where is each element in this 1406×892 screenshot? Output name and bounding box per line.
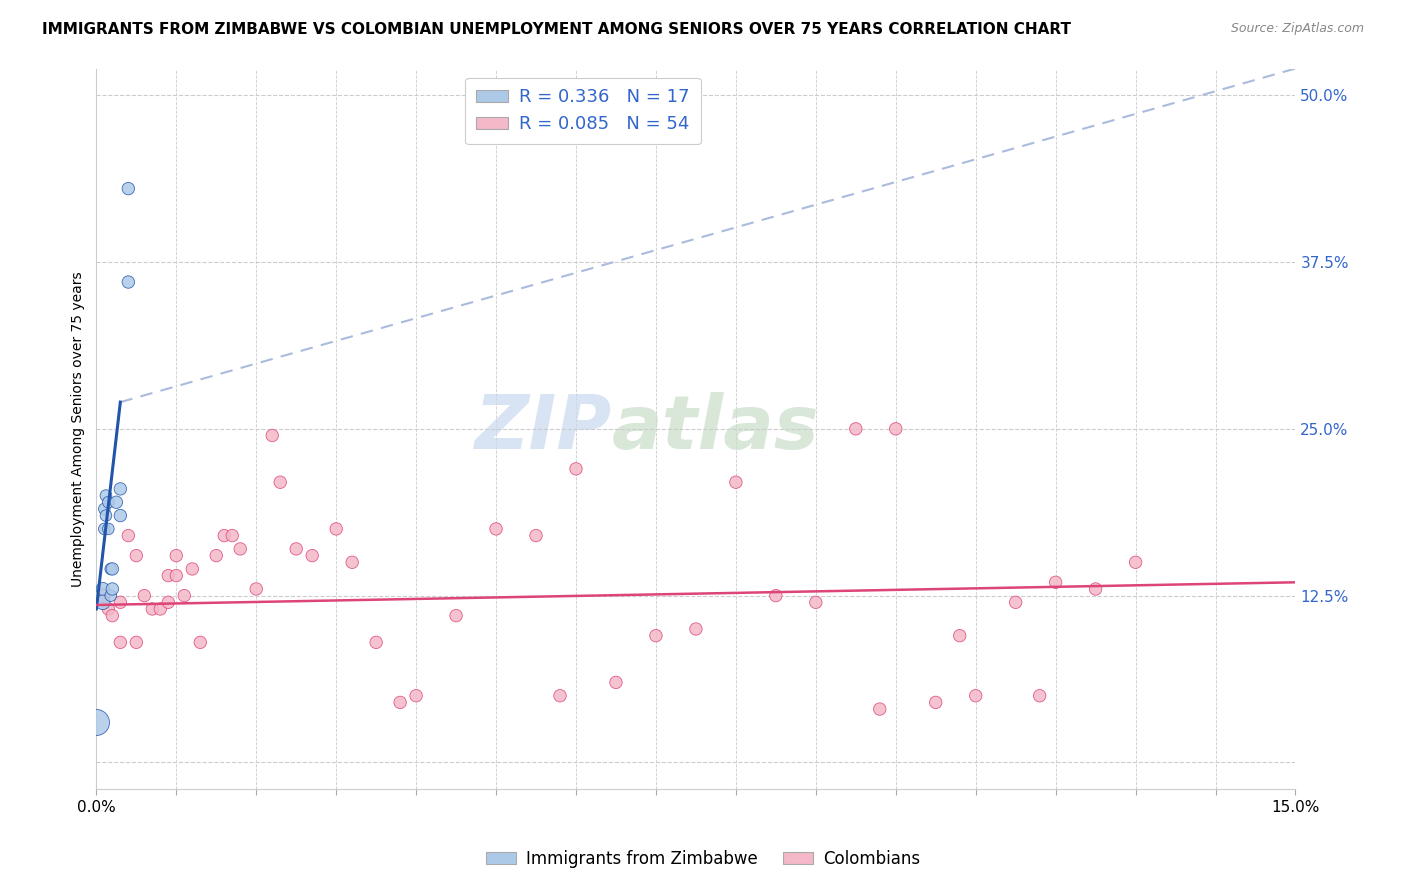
Point (105, 495, 128, 509)
Point (212, 528, 235, 542)
Point (366, 635, 388, 649)
Point (804, 595, 827, 609)
Point (100, 562, 122, 576)
Point (101, 608, 124, 623)
Point (110, 635, 132, 649)
Y-axis label: Unemployment Among Seniors over 75 years: Unemployment Among Seniors over 75 years (72, 271, 86, 587)
Point (301, 549, 323, 563)
Point (91, 589, 114, 603)
Point (173, 589, 195, 603)
Point (262, 428, 284, 442)
Point (605, 675, 627, 690)
Point (117, 275, 139, 289)
Point (524, 528, 547, 542)
Point (1084, 582, 1107, 596)
Point (141, 602, 163, 616)
Point (110, 595, 132, 609)
Point (724, 475, 747, 490)
Point (101, 582, 124, 596)
Point (93, 522, 115, 536)
Point (110, 508, 132, 523)
Text: IMMIGRANTS FROM ZIMBABWE VS COLOMBIAN UNEMPLOYMENT AMONG SENIORS OVER 75 YEARS C: IMMIGRANTS FROM ZIMBABWE VS COLOMBIAN UN… (42, 22, 1071, 37)
Point (97, 602, 120, 616)
Point (86, 715, 108, 730)
Point (149, 602, 172, 616)
Point (444, 608, 467, 623)
Point (869, 702, 891, 716)
Point (91, 595, 114, 609)
Point (117, 528, 139, 542)
Point (91, 582, 114, 596)
Point (188, 635, 211, 649)
Point (101, 562, 124, 576)
Point (181, 562, 204, 576)
Point (884, 422, 907, 436)
Point (221, 528, 243, 542)
Point (340, 555, 363, 569)
Point (1125, 555, 1147, 569)
Point (229, 541, 252, 556)
Point (245, 582, 267, 596)
Point (125, 549, 148, 563)
Point (125, 635, 148, 649)
Point (1045, 575, 1067, 590)
Legend: Immigrants from Zimbabwe, Colombians: Immigrants from Zimbabwe, Colombians (479, 844, 927, 875)
Point (405, 689, 427, 703)
Point (94, 508, 117, 523)
Point (100, 589, 122, 603)
Point (97, 495, 120, 509)
Point (845, 422, 868, 436)
Point (565, 462, 588, 476)
Point (93, 502, 115, 516)
Point (1004, 595, 1026, 609)
Text: Source: ZipAtlas.com: Source: ZipAtlas.com (1230, 22, 1364, 36)
Legend: R = 0.336   N = 17, R = 0.085   N = 54: R = 0.336 N = 17, R = 0.085 N = 54 (465, 78, 700, 145)
Point (389, 695, 412, 709)
Point (685, 622, 707, 636)
Point (110, 482, 132, 496)
Point (548, 689, 571, 703)
Text: atlas: atlas (612, 392, 820, 466)
Point (949, 629, 972, 643)
Point (157, 568, 180, 582)
Point (325, 522, 347, 536)
Point (157, 595, 180, 609)
Text: ZIP: ZIP (475, 392, 612, 466)
Point (485, 522, 508, 536)
Point (925, 695, 948, 709)
Point (94, 489, 117, 503)
Point (285, 541, 308, 556)
Point (645, 629, 668, 643)
Point (117, 181, 139, 195)
Point (765, 589, 787, 603)
Point (134, 589, 156, 603)
Point (205, 549, 228, 563)
Point (269, 475, 291, 490)
Point (165, 549, 187, 563)
Point (165, 568, 187, 582)
Point (97, 522, 120, 536)
Point (1028, 689, 1050, 703)
Point (965, 689, 987, 703)
